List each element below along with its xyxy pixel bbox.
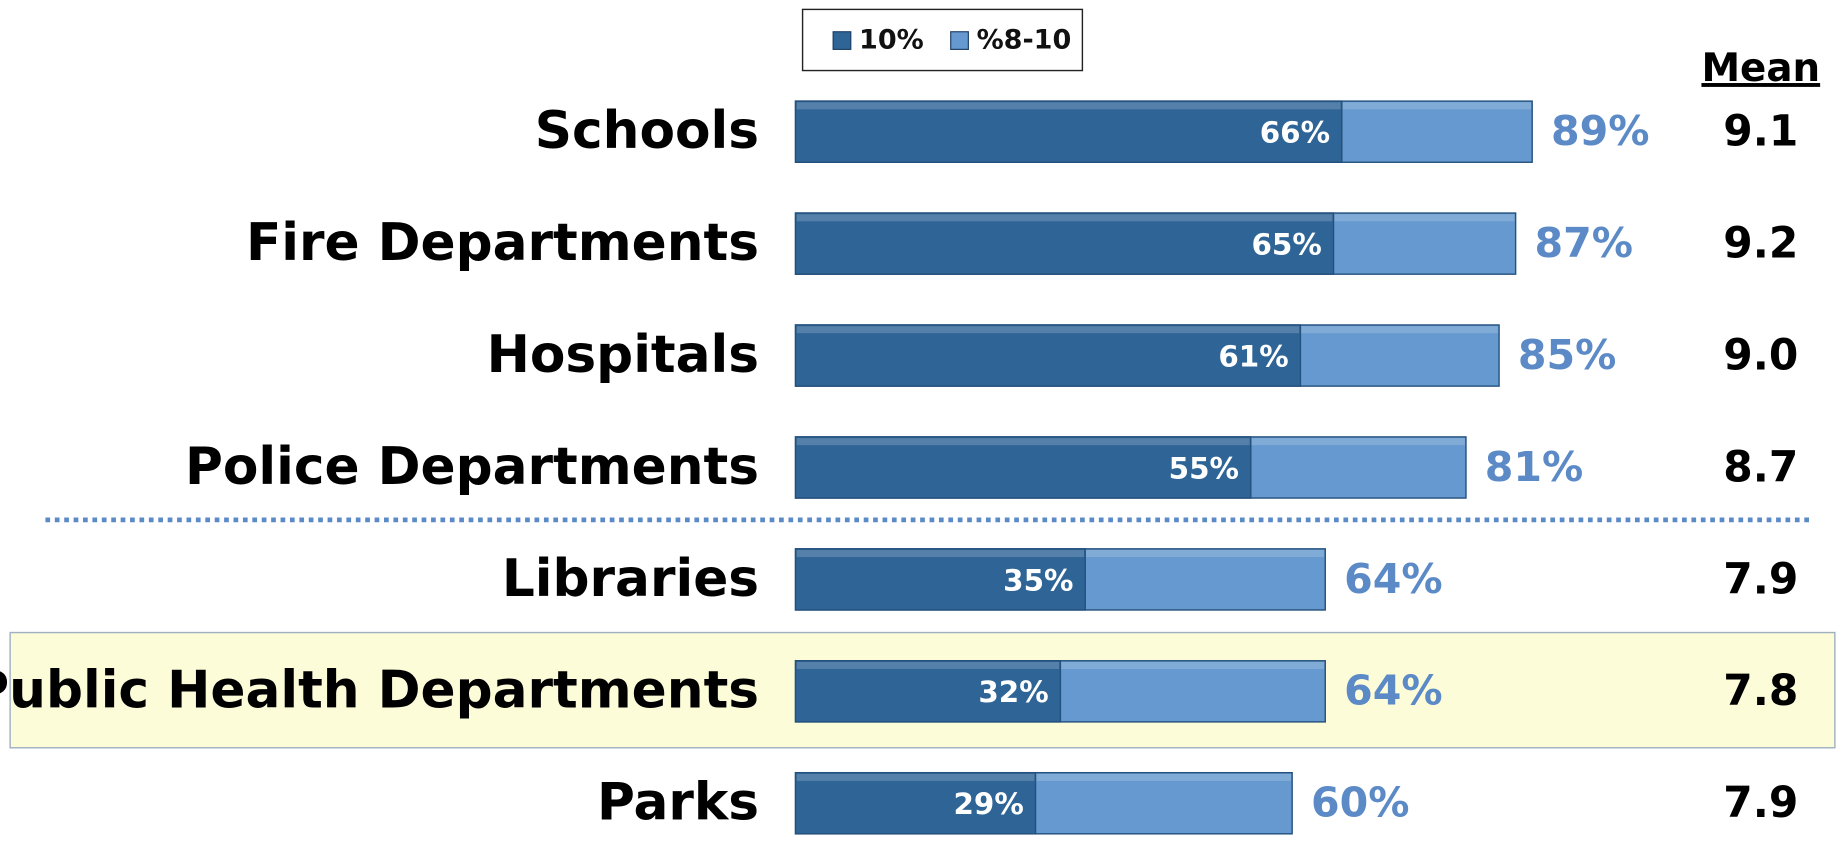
bar	[794, 771, 1037, 835]
mean-value: 9.1	[1723, 107, 1798, 156]
bar-shine	[796, 438, 1250, 446]
mean-value: 7.8	[1723, 666, 1798, 715]
mean-value: 9.0	[1723, 330, 1798, 379]
mean-value: 7.9	[1723, 554, 1798, 603]
value-label: 65%	[1251, 227, 1321, 261]
category-label: Schools	[535, 101, 759, 161]
legend-swatch	[832, 31, 852, 50]
mean-value: 7.9	[1723, 778, 1798, 827]
value-label: 60%	[1311, 779, 1409, 827]
bar-shine	[796, 773, 1035, 781]
category-label: Libraries	[502, 549, 759, 609]
bar-shine	[796, 326, 1300, 334]
bar-shine	[796, 661, 1060, 669]
category-label: Public Health Departments	[0, 661, 759, 721]
category-label: Hospitals	[487, 325, 759, 385]
value-label: 64%	[1344, 667, 1442, 715]
mean-value: 9.2	[1723, 218, 1798, 267]
bar	[794, 436, 1252, 499]
value-label: 89%	[1551, 107, 1649, 155]
category-label: Police Departments	[185, 437, 759, 497]
bar	[794, 324, 1302, 387]
legend-swatch	[950, 31, 969, 50]
mean-value: 8.7	[1723, 442, 1798, 491]
value-label: 61%	[1218, 339, 1288, 373]
mean-header: Mean	[1701, 46, 1820, 91]
value-label: 55%	[1169, 451, 1239, 485]
bar-shine	[796, 773, 1291, 781]
value-label: 66%	[1260, 116, 1330, 150]
bar-shine	[796, 102, 1341, 110]
legend-label: %8-10	[977, 25, 1072, 56]
bar	[794, 660, 1062, 723]
value-label: 35%	[1003, 563, 1073, 597]
bar-shine	[796, 214, 1333, 222]
bar	[794, 100, 1343, 163]
legend-label: 10%	[859, 25, 924, 56]
bar-shine	[796, 550, 1085, 558]
value-label: 87%	[1534, 219, 1632, 267]
category-label: Parks	[597, 773, 759, 833]
value-label: 81%	[1485, 443, 1583, 491]
value-label: 29%	[953, 787, 1023, 821]
bar	[794, 212, 1335, 275]
value-label: 32%	[978, 675, 1048, 709]
category-label: Fire Departments	[246, 213, 759, 273]
bar	[794, 548, 1086, 611]
value-label: 64%	[1344, 555, 1442, 603]
value-label: 85%	[1518, 331, 1616, 379]
